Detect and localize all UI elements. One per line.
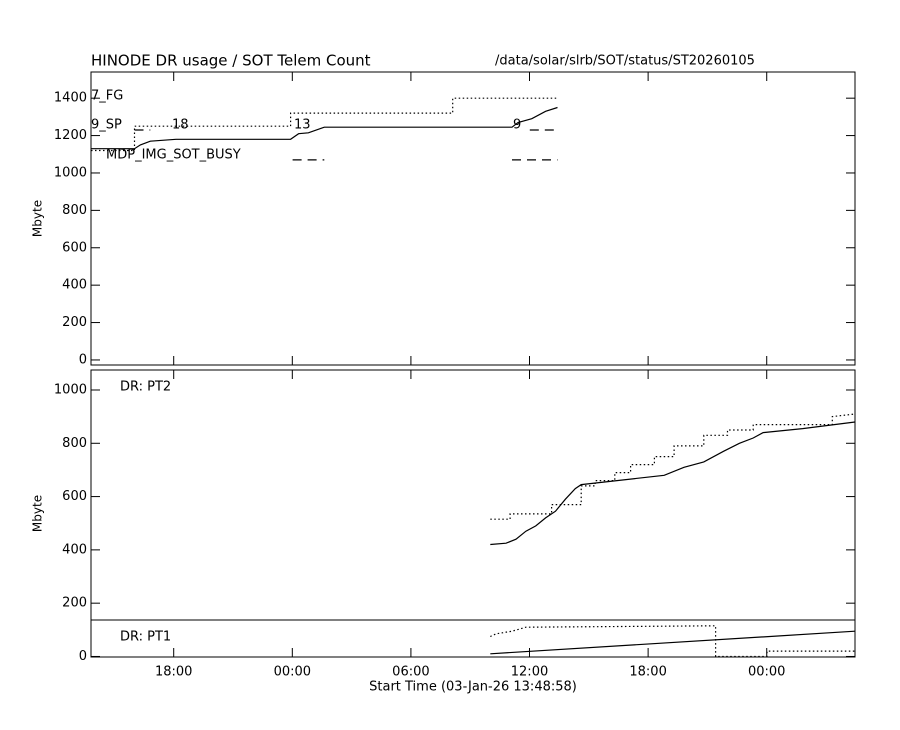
y-tick-label: 1200 — [54, 128, 87, 143]
chart-title: HINODE DR usage / SOT Telem Count — [91, 52, 371, 70]
y-tick-label: 0 — [79, 352, 87, 367]
bottom-frame — [90, 369, 856, 658]
y-tick-label: 200 — [62, 596, 87, 611]
y-axis-label: Mbyte — [31, 200, 45, 237]
y-tick-label: 0 — [79, 649, 87, 664]
x-tick-label: 06:00 — [392, 665, 429, 680]
y-tick-label: 600 — [62, 240, 87, 255]
data-line — [91, 106, 558, 150]
y-tick-label: 1000 — [54, 165, 87, 180]
y-tick-label: 1400 — [54, 91, 87, 106]
x-tick-label: 18:00 — [155, 665, 192, 680]
x-tick-label: 00:00 — [274, 665, 311, 680]
top-frame — [90, 71, 856, 366]
y-tick-label: 800 — [62, 203, 87, 218]
x-tick-label: 18:00 — [629, 665, 666, 680]
annotation: 9_SP — [91, 118, 122, 133]
annotation: 18 — [172, 118, 189, 133]
y-axis-label: Mbyte — [31, 495, 45, 532]
x-tick-label: 00:00 — [748, 665, 785, 680]
annotation: DR: PT2 — [120, 380, 171, 395]
y-tick-label: 1000 — [54, 382, 87, 397]
y-tick-label: 600 — [62, 489, 87, 504]
data-line — [91, 97, 558, 152]
x-axis-label: Start Time (03-Jan-26 13:48:58) — [369, 680, 577, 695]
y-tick-label: 200 — [62, 315, 87, 330]
data-line — [490, 421, 856, 546]
y-tick-label: 400 — [62, 278, 87, 293]
data-line — [490, 630, 856, 655]
y-tick-label: 400 — [62, 542, 87, 557]
annotation: 9 — [513, 118, 521, 133]
x-tick-label: 12:00 — [511, 665, 548, 680]
annotation: 7_FG — [91, 89, 123, 104]
y-tick-label: 800 — [62, 436, 87, 451]
data-line — [490, 625, 855, 658]
data-line — [490, 413, 856, 520]
annotation: DR: PT1 — [120, 630, 171, 645]
chart-subtitle: /data/solar/slrb/SOT/status/ST20260105 — [495, 54, 755, 69]
annotation: 13 — [294, 118, 311, 133]
annotation: MDP_IMG_SOT_BUSY — [106, 148, 241, 163]
